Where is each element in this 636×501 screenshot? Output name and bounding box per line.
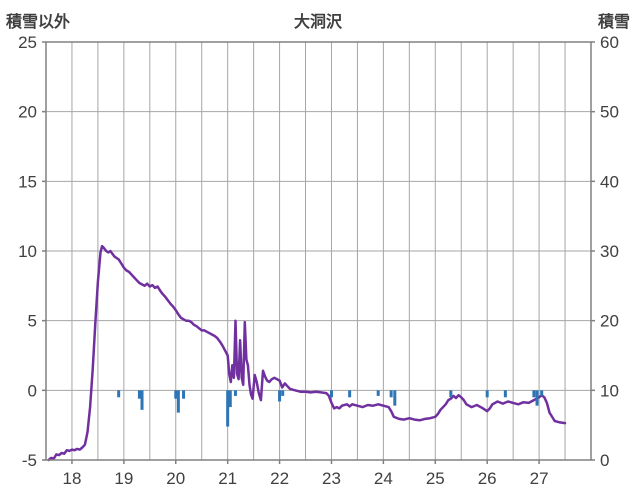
svg-text:10: 10 [18,242,37,261]
x-axis-tick-labels: 18 19 20 21 22 23 24 25 26 27 [62,460,549,488]
svg-text:40: 40 [600,172,619,191]
svg-text:5: 5 [28,312,37,331]
svg-text:15: 15 [18,172,37,191]
svg-text:25: 25 [426,469,445,488]
svg-text:10: 10 [600,381,619,400]
series-blue-bars [117,390,544,427]
chart-header: 積雪以外 大洞沢 積雪 [0,8,636,32]
left-axis-tick-labels: -5 0 5 10 15 20 25 [18,33,46,470]
right-axis-title: 積雪 [597,14,630,31]
series-purple-line [47,244,567,462]
svg-text:60: 60 [600,33,619,52]
chart-title: 大洞沢 [293,14,342,31]
svg-text:50: 50 [600,103,619,122]
left-axis-title: 積雪以外 [6,14,71,31]
svg-text:0: 0 [600,451,609,470]
right-axis-tick-labels: 0 10 20 30 40 50 60 [591,33,619,470]
svg-text:20: 20 [600,312,619,331]
svg-text:22: 22 [270,469,289,488]
svg-text:19: 19 [114,469,133,488]
svg-text:27: 27 [530,469,549,488]
svg-text:26: 26 [478,469,497,488]
svg-text:23: 23 [322,469,341,488]
gridlines [45,41,592,461]
svg-text:21: 21 [218,469,237,488]
svg-text:-5: -5 [22,451,37,470]
svg-text:30: 30 [600,242,619,261]
svg-text:18: 18 [62,469,81,488]
svg-text:0: 0 [28,381,37,400]
svg-text:20: 20 [166,469,185,488]
svg-text:25: 25 [18,33,37,52]
svg-text:24: 24 [374,469,393,488]
svg-text:20: 20 [18,103,37,122]
